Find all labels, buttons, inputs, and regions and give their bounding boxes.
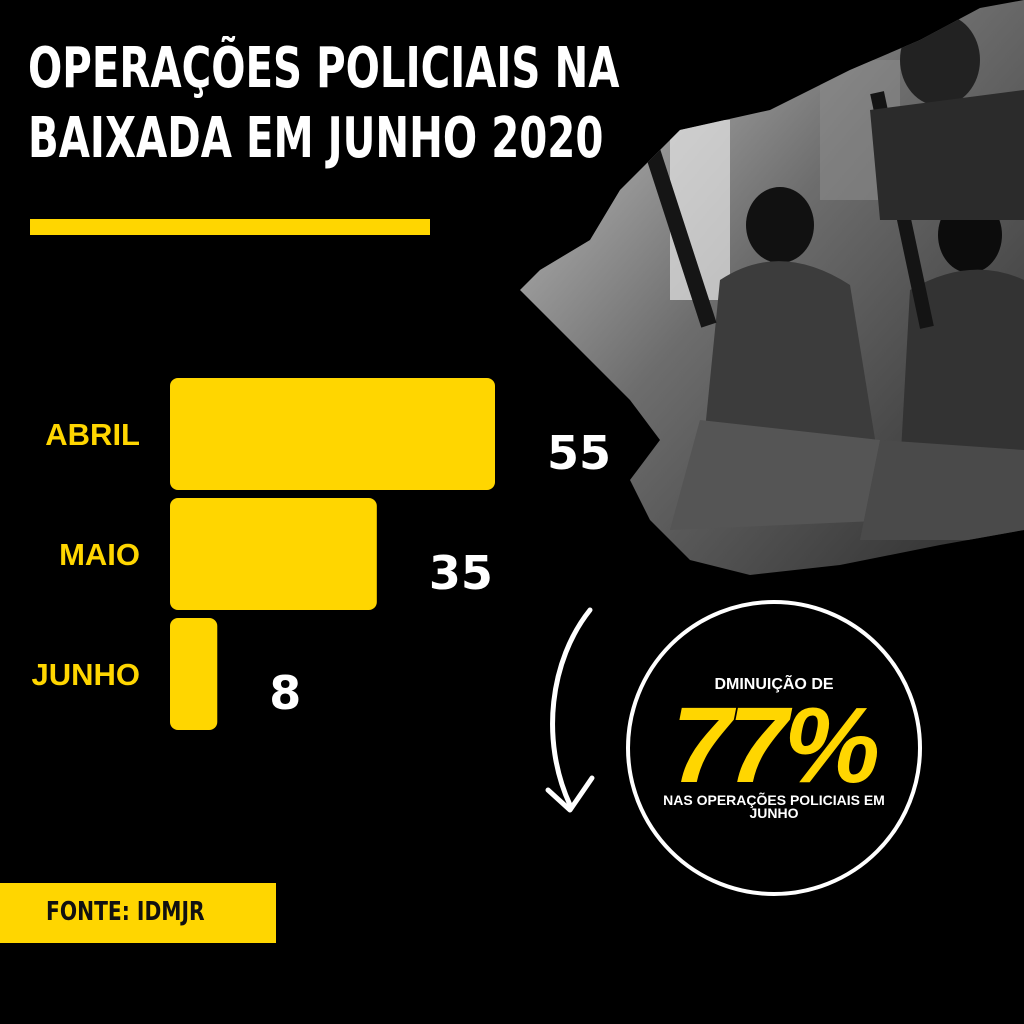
title-underline: [30, 219, 430, 235]
category-label-abril: ABRIL: [45, 417, 140, 452]
value-label-abril: 55: [547, 426, 611, 480]
category-label-maio: MAIO: [59, 537, 140, 572]
bar-abril: [170, 378, 495, 490]
bar-chart: ABRIL 55 MAIO 35 JUNHO 8: [31, 378, 611, 730]
title-line-1: OPERAÇÕES POLICIAIS NA: [28, 36, 620, 101]
bar-junho: [170, 618, 218, 730]
source-box: FONTE: IDMJR: [0, 883, 276, 943]
value-label-junho: 8: [269, 666, 301, 720]
source-label: FONTE: IDMJR: [46, 897, 205, 927]
page-title: OPERAÇÕES POLICIAIS NA BAIXADA EM JUNHO …: [28, 34, 619, 174]
badge-top-text: DMINUIÇÃO DE: [714, 676, 834, 693]
badge-percent: 77%: [671, 684, 880, 805]
title-line-2: BAIXADA EM JUNHO 2020: [28, 106, 604, 171]
value-label-maio: 35: [429, 546, 493, 600]
curved-down-arrow-icon: [545, 607, 595, 813]
category-label-junho: JUNHO: [31, 657, 140, 692]
decrease-badge: DMINUIÇÃO DE 77% NAS OPERAÇÕES POLICIAIS…: [626, 600, 922, 896]
badge-bottom-text: NAS OPERAÇÕES POLICIAIS EM JUNHO: [663, 792, 885, 821]
armed-police-photo: [520, 0, 1024, 575]
bar-maio: [170, 498, 377, 610]
